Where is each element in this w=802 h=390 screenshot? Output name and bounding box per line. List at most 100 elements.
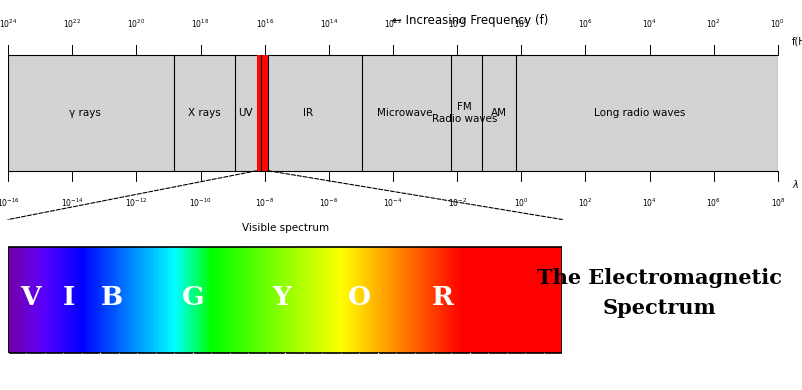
Bar — [239, 247, 240, 353]
Bar — [217, 247, 218, 353]
Bar — [257, 55, 263, 171]
Text: $10^{18}$: $10^{18}$ — [192, 17, 209, 30]
Bar — [347, 247, 348, 353]
Bar — [233, 247, 234, 353]
Text: 650: 650 — [464, 362, 476, 367]
Bar — [421, 247, 422, 353]
Bar — [549, 247, 550, 353]
Bar — [240, 247, 241, 353]
Bar — [257, 55, 268, 171]
Bar — [257, 55, 265, 171]
Bar — [291, 247, 293, 353]
Text: 400: 400 — [2, 362, 14, 367]
Bar — [503, 247, 504, 353]
Bar — [180, 247, 182, 353]
Bar — [179, 247, 180, 353]
Bar — [480, 247, 482, 353]
Bar — [31, 247, 33, 353]
Bar — [518, 247, 519, 353]
Bar — [431, 247, 433, 353]
Bar — [476, 247, 478, 353]
Bar — [58, 247, 59, 353]
Bar — [317, 247, 318, 353]
Bar — [257, 55, 259, 171]
Bar — [122, 247, 124, 353]
Bar — [287, 247, 289, 353]
Bar — [281, 247, 282, 353]
Bar — [34, 247, 36, 353]
Bar — [423, 247, 425, 353]
Bar — [257, 55, 265, 171]
Bar — [257, 55, 265, 171]
Bar — [137, 247, 139, 353]
Bar — [264, 247, 265, 353]
Bar — [147, 247, 148, 353]
Text: Microwave: Microwave — [377, 108, 432, 118]
Text: $10^{-14}$: $10^{-14}$ — [61, 197, 83, 209]
Bar — [257, 55, 261, 171]
Bar — [390, 247, 391, 353]
Bar — [464, 247, 465, 353]
Bar — [492, 247, 493, 353]
Bar — [367, 247, 368, 353]
Bar — [18, 247, 19, 353]
Bar — [83, 247, 84, 353]
Bar — [257, 55, 261, 171]
Bar — [251, 247, 253, 353]
Bar — [190, 247, 192, 353]
Bar — [479, 247, 480, 353]
Text: $10^{4}$: $10^{4}$ — [642, 197, 657, 209]
Bar — [130, 247, 132, 353]
Bar — [443, 247, 444, 353]
Bar — [126, 247, 128, 353]
Bar — [500, 247, 501, 353]
Bar — [183, 247, 184, 353]
Bar — [50, 247, 51, 353]
Bar — [154, 247, 156, 353]
Bar — [257, 55, 267, 171]
Bar — [386, 247, 387, 353]
Bar — [322, 247, 323, 353]
Bar — [86, 247, 87, 353]
Bar — [257, 55, 263, 171]
Text: f(Hz): f(Hz) — [792, 37, 802, 46]
Bar — [143, 247, 144, 353]
Bar — [334, 247, 336, 353]
Bar — [378, 247, 379, 353]
Text: UV: UV — [238, 108, 253, 118]
Bar — [467, 247, 468, 353]
Bar — [269, 247, 270, 353]
Bar — [93, 247, 94, 353]
Bar — [257, 55, 262, 171]
Bar — [261, 247, 262, 353]
Bar — [279, 247, 281, 353]
Bar — [257, 55, 265, 171]
Bar — [321, 247, 322, 353]
Text: I: I — [63, 285, 75, 310]
Bar — [36, 247, 37, 353]
Bar — [215, 247, 217, 353]
Bar — [340, 247, 342, 353]
Bar — [461, 247, 462, 353]
Bar — [247, 247, 249, 353]
Bar — [200, 247, 201, 353]
Bar — [537, 247, 539, 353]
Bar — [260, 247, 261, 353]
Bar — [344, 247, 346, 353]
Bar — [38, 247, 40, 353]
Bar — [176, 247, 177, 353]
Bar — [418, 247, 419, 353]
Bar — [40, 247, 42, 353]
Bar — [401, 247, 403, 353]
Bar — [257, 55, 265, 171]
Bar — [160, 247, 161, 353]
Bar — [456, 247, 457, 353]
Bar — [257, 55, 265, 171]
Bar — [296, 247, 297, 353]
Bar — [444, 247, 446, 353]
Bar — [14, 247, 15, 353]
Text: IR: IR — [303, 108, 314, 118]
Bar — [326, 247, 327, 353]
Bar — [257, 55, 265, 171]
Bar — [8, 247, 562, 353]
